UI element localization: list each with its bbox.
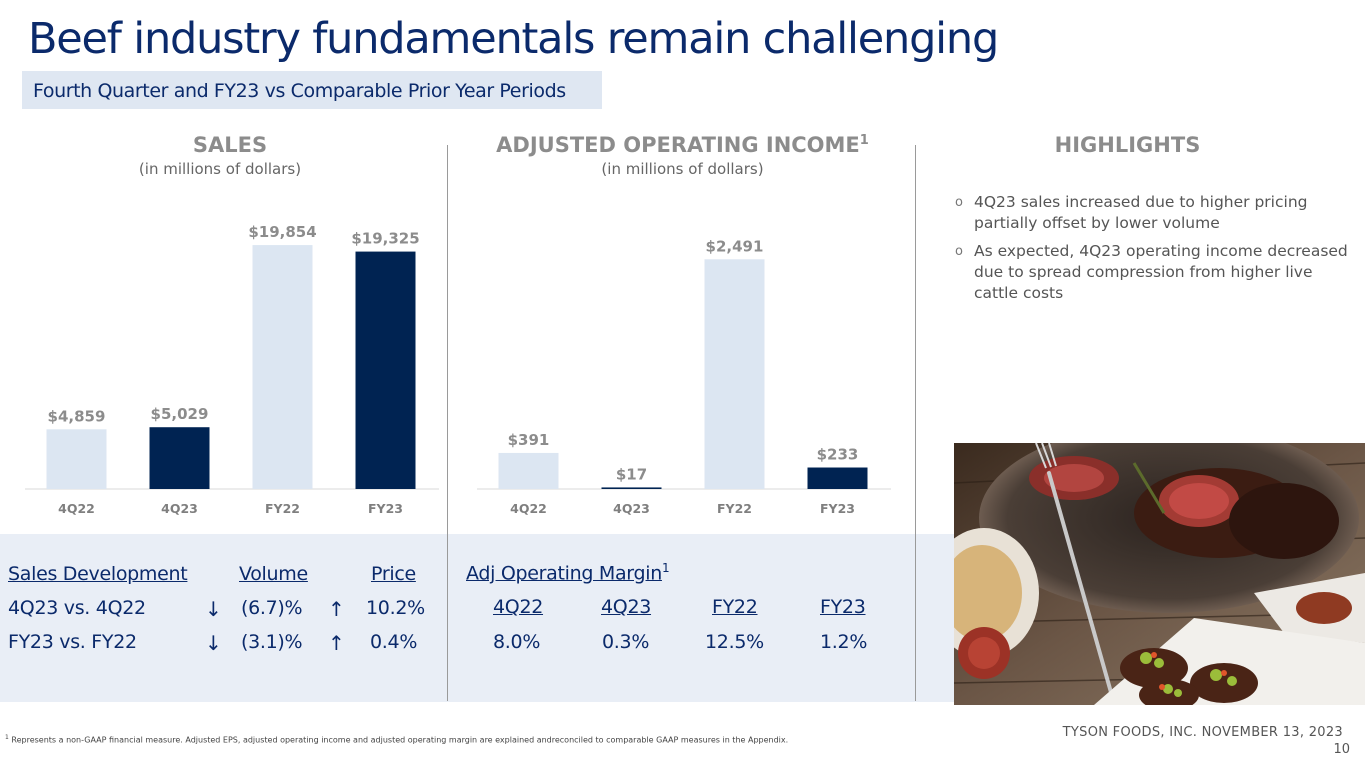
tick-label: FY23 bbox=[368, 501, 403, 516]
highlight-text: As expected, 4Q23 operating income decre… bbox=[974, 242, 1348, 302]
margin-period: 4Q23 bbox=[601, 596, 652, 618]
bar bbox=[807, 467, 868, 489]
data-label: $391 bbox=[508, 431, 550, 449]
highlight-item-1: o 4Q23 sales increased due to higher pri… bbox=[955, 192, 1355, 234]
bar bbox=[704, 259, 765, 489]
price-value: 10.2% bbox=[366, 597, 425, 619]
sales-subheading: (in millions of dollars) bbox=[138, 160, 302, 178]
margin-period: FY22 bbox=[712, 596, 758, 618]
tick-label: FY22 bbox=[265, 501, 300, 516]
data-label: $4,859 bbox=[48, 407, 106, 425]
bar bbox=[498, 452, 559, 489]
sales-dev-header: Sales Development bbox=[8, 563, 188, 585]
arrow-down-icon: ↓ bbox=[205, 631, 222, 655]
volume-header: Volume bbox=[239, 563, 308, 585]
row-label: FY23 vs. FY22 bbox=[8, 631, 137, 653]
steak-dinner-image bbox=[954, 443, 1365, 705]
bullet-icon: o bbox=[955, 244, 963, 259]
row-label: 4Q23 vs. 4Q22 bbox=[8, 597, 146, 619]
footnote-text: Represents a non-GAAP financial measure.… bbox=[11, 735, 789, 745]
bullet-icon: o bbox=[955, 195, 963, 210]
arrow-up-icon: ↑ bbox=[328, 597, 345, 621]
footer-company: TYSON FOODS, INC. NOVEMBER 13, 2023 bbox=[1062, 725, 1343, 740]
bar bbox=[355, 251, 416, 489]
bar bbox=[149, 427, 210, 489]
margin-header: Adj Operating Margin1 bbox=[466, 561, 670, 585]
divider-right bbox=[915, 145, 916, 701]
sales-chart: $4,859 4Q22 $5,029 4Q23 $19,854 FY22 $19,325 FY… bbox=[25, 223, 439, 516]
tick-label: FY23 bbox=[820, 501, 855, 516]
aoi-heading-text: ADJUSTED OPERATING INCOME bbox=[496, 133, 860, 157]
tick-label: 4Q23 bbox=[161, 501, 198, 516]
data-label: $233 bbox=[817, 446, 859, 464]
highlights-heading: HIGHLIGHTS bbox=[1054, 133, 1201, 157]
tick-label: FY22 bbox=[717, 501, 752, 516]
tick-label: 4Q23 bbox=[613, 501, 650, 516]
margin-value: 8.0% bbox=[493, 631, 541, 653]
data-label: $19,325 bbox=[351, 230, 419, 248]
data-label: $17 bbox=[616, 465, 647, 483]
margin-period: FY23 bbox=[820, 596, 866, 618]
margin-period: 4Q22 bbox=[493, 596, 544, 618]
margin-footnote-marker: 1 bbox=[661, 561, 670, 575]
divider-left bbox=[447, 145, 448, 701]
bar bbox=[601, 487, 662, 489]
sales-heading: SALES bbox=[192, 133, 268, 157]
arrow-up-icon: ↑ bbox=[328, 631, 345, 655]
price-value: 0.4% bbox=[370, 631, 418, 653]
tick-label: 4Q22 bbox=[58, 501, 95, 516]
aoi-heading: ADJUSTED OPERATING INCOME1 bbox=[470, 133, 895, 157]
margin-header-text: Adj Operating Margin bbox=[466, 562, 662, 585]
arrow-down-icon: ↓ bbox=[205, 597, 222, 621]
page-number: 10 bbox=[1333, 742, 1350, 757]
tick-label: 4Q22 bbox=[510, 501, 547, 516]
bar bbox=[46, 429, 107, 489]
aoi-chart: $391 4Q22 $17 4Q23 $2,491 FY22 $233 FY23 bbox=[477, 237, 891, 516]
volume-value: (3.1)% bbox=[241, 631, 303, 653]
bar bbox=[252, 245, 313, 489]
margin-value: 1.2% bbox=[820, 631, 868, 653]
margin-value: 12.5% bbox=[705, 631, 764, 653]
highlight-text: 4Q23 sales increased due to higher prici… bbox=[974, 193, 1308, 232]
aoi-footnote-marker: 1 bbox=[859, 133, 869, 148]
footnote-marker: 1 bbox=[5, 734, 9, 741]
data-label: $2,491 bbox=[706, 237, 764, 255]
price-header: Price bbox=[371, 563, 416, 585]
page-subtitle: Fourth Quarter and FY23 vs Comparable Pr… bbox=[22, 71, 602, 109]
highlight-item-2: o As expected, 4Q23 operating income dec… bbox=[955, 241, 1355, 304]
aoi-subheading: (in millions of dollars) bbox=[601, 160, 764, 178]
page-title: Beef industry fundamentals remain challe… bbox=[28, 14, 999, 64]
data-label: $5,029 bbox=[151, 405, 209, 423]
footnote: 1 Represents a non-GAAP financial measur… bbox=[5, 734, 788, 745]
data-label: $19,854 bbox=[248, 223, 316, 241]
volume-value: (6.7)% bbox=[241, 597, 303, 619]
margin-value: 0.3% bbox=[602, 631, 650, 653]
